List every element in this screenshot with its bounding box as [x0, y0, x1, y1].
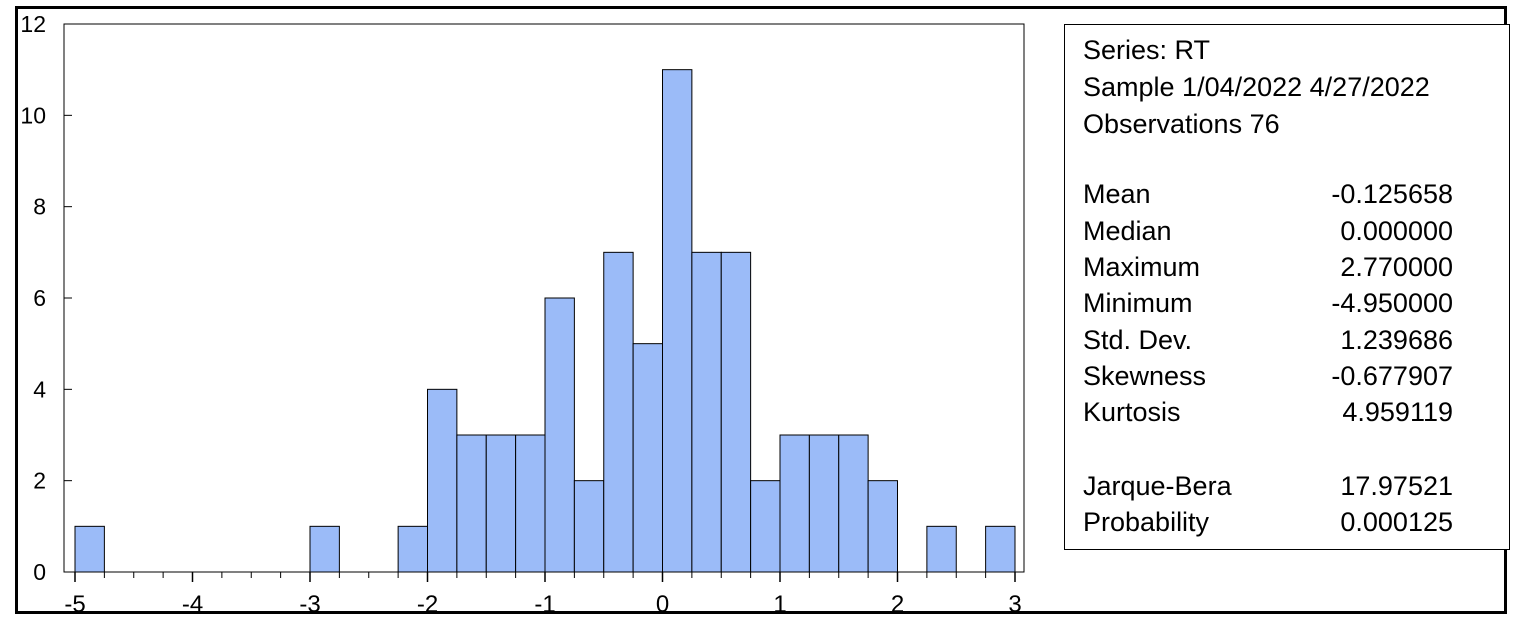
stat-row-jarque-bera: Jarque-Bera 17.97521 [1083, 471, 1453, 505]
stat-value: -4.950000 [1331, 288, 1453, 318]
stat-row-kurtosis: Kurtosis 4.959119 [1083, 397, 1453, 431]
series-name: Series: RT [1083, 35, 1211, 65]
stat-value: 17.97521 [1340, 471, 1453, 501]
y-tick-label: 8 [33, 194, 46, 220]
histogram-bar [926, 525, 957, 573]
histogram-bar [867, 480, 898, 573]
histogram-bar [309, 525, 340, 573]
histogram-bar [985, 525, 1016, 573]
histogram-bar [720, 251, 752, 573]
x-tick-label: -5 [64, 591, 85, 618]
histogram-bar [573, 480, 605, 573]
histogram-bar [427, 388, 458, 573]
histogram-bar [74, 525, 105, 573]
stat-label: Mean [1083, 179, 1151, 209]
descriptive-statistics-panel: Series: RT Sample 1/04/2022 4/27/2022 Ob… [1064, 24, 1510, 550]
histogram-bar [397, 525, 428, 573]
histogram-bar [662, 69, 693, 573]
stat-row-std-dev: Std. Dev. 1.239686 [1083, 325, 1453, 359]
x-tick-label: 1 [773, 591, 786, 618]
stat-label: Probability [1083, 507, 1210, 537]
stat-row-probability: Probability 0.000125 [1083, 507, 1453, 541]
x-tick-label: 2 [891, 591, 904, 618]
histogram-bar [485, 434, 517, 573]
y-tick-label: 6 [33, 285, 46, 311]
y-tick-label: 12 [20, 11, 46, 37]
histogram-bar [750, 480, 781, 573]
histogram-bars [74, 69, 1016, 573]
stat-row-skewness: Skewness -0.677907 [1083, 361, 1453, 395]
stat-label: Jarque-Bera [1083, 471, 1232, 501]
y-tick-label: 2 [33, 468, 46, 494]
stat-value: 0.000125 [1340, 507, 1453, 537]
stat-label: Kurtosis [1083, 397, 1181, 427]
histogram-bar [515, 434, 546, 573]
x-tick-label: -1 [534, 591, 555, 618]
histogram-bar [632, 343, 663, 573]
stat-value: -0.125658 [1331, 179, 1453, 209]
y-tick-label: 4 [33, 376, 46, 402]
y-tick-label: 0 [33, 559, 46, 585]
stat-label: Std. Dev. [1083, 325, 1193, 355]
y-tick-label: 10 [20, 102, 46, 128]
stat-row-median: Median 0.000000 [1083, 216, 1453, 250]
stat-label: Maximum [1083, 252, 1201, 282]
stat-value: 2.770000 [1340, 252, 1453, 282]
x-tick-label: -2 [417, 591, 438, 618]
histogram-bar [779, 434, 810, 573]
stat-row-mean: Mean -0.125658 [1083, 179, 1453, 213]
stat-value: 4.959119 [1342, 397, 1453, 427]
stat-label: Median [1083, 216, 1172, 246]
stat-label: Skewness [1083, 361, 1207, 391]
histogram-bar [691, 251, 722, 573]
histogram-bar [808, 434, 840, 573]
sample-range: Sample 1/04/2022 4/27/2022 [1083, 72, 1430, 102]
x-tick-label: 3 [1008, 591, 1021, 618]
stat-row-maximum: Maximum 2.770000 [1083, 252, 1453, 286]
stat-value: 1.239686 [1340, 325, 1453, 355]
stat-value: -0.677907 [1331, 361, 1453, 391]
stat-value: 0.000000 [1340, 216, 1453, 246]
histogram-bar [544, 297, 575, 573]
x-tick-label: -3 [299, 591, 320, 618]
stat-row-minimum: Minimum -4.950000 [1083, 288, 1453, 322]
observations-count: Observations 76 [1083, 109, 1280, 139]
histogram-bar [838, 434, 869, 573]
histogram-bar [456, 434, 487, 573]
x-tick-label: -4 [182, 591, 203, 618]
stat-label: Minimum [1083, 288, 1193, 318]
x-tick-label: 0 [656, 591, 669, 618]
histogram-bar [603, 251, 634, 573]
